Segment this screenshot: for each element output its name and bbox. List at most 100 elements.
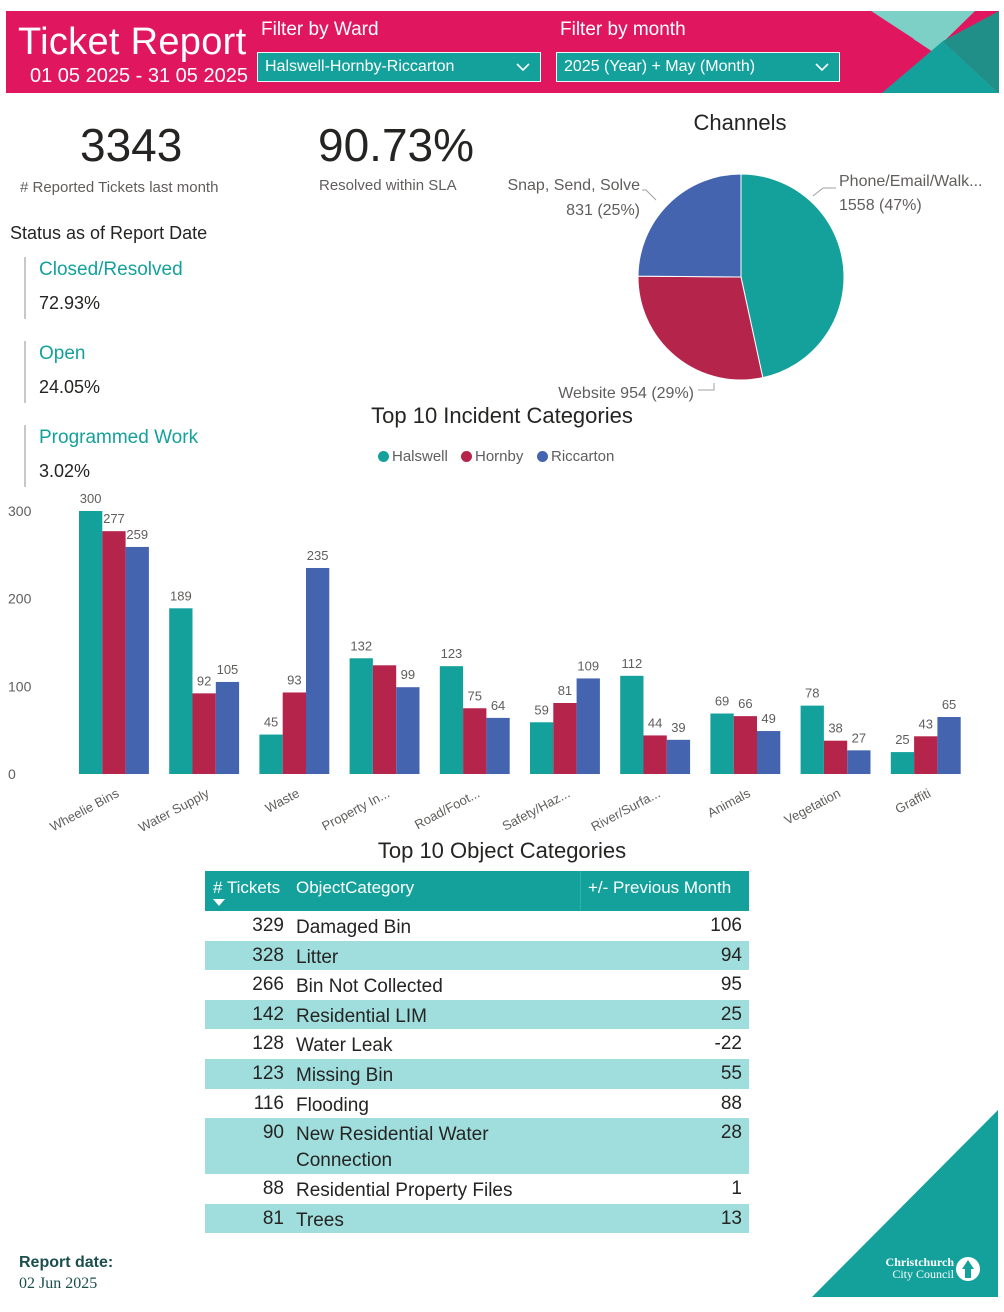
status-value: 72.93% [39,293,101,313]
bar-hornby-4[interactable] [463,708,487,774]
table-row[interactable]: 329 Damaged Bin 106 [205,911,749,941]
x-tick-label: Safety/Haz... [500,785,573,833]
bar-halswell-5[interactable] [530,722,554,774]
table-body: 329 Damaged Bin 106 328 Litter 94 266 Bin Not C… [205,911,749,1234]
bar-hornby-6[interactable] [643,735,667,774]
bar-halswell-9[interactable] [890,752,915,774]
table-row[interactable]: 123 Missing Bin 55 [205,1058,749,1089]
tickets-kpi-value: 3343 [80,119,183,171]
bar-riccarton-8[interactable] [847,750,871,774]
table-row[interactable]: 88 Residential Property Files 1 [205,1174,749,1204]
tickets-kpi-label: # Reported Tickets last month [20,179,219,196]
cell-change: 55 [720,1062,742,1084]
bar-hornby-1[interactable] [192,693,216,774]
table-row[interactable]: 266 Bin Not Collected 95 [205,970,749,1000]
col-header-change[interactable]: +/- Previous Month [588,878,732,897]
bar-data-label: 45 [264,715,278,730]
bar-halswell-3[interactable] [349,658,373,774]
table-row[interactable]: 328 Litter 94 [205,940,749,971]
bar-data-label: 112 [621,656,642,671]
bar-hornby-2[interactable] [282,692,306,774]
col-header-tickets[interactable]: # Tickets [213,878,281,897]
bar-riccarton-5[interactable] [576,678,600,774]
bar-halswell-7[interactable] [710,713,734,774]
x-tick-label: Waste [263,785,302,815]
bar-data-label: 93 [287,672,301,687]
cell-tickets: 81 [262,1207,284,1229]
bar-data-label: 38 [828,721,842,736]
x-tick-label: Road/Foot... [412,785,482,832]
bar-halswell-6[interactable] [620,675,644,774]
legend-hornby[interactable]: Hornby [461,448,523,465]
legend-riccarton[interactable]: Riccarton [537,448,614,465]
bar-riccarton-2[interactable] [306,567,330,774]
legend-dot [378,451,389,462]
bar-halswell-0[interactable] [79,511,103,774]
bar-halswell-2[interactable] [259,734,283,774]
leader-line [642,189,657,201]
cell-tickets: 266 [252,974,284,996]
bar-halswell-1[interactable] [169,608,193,774]
table-row[interactable]: 81 Trees 13 [205,1203,749,1234]
status-heading: Status as of Report Date [10,223,208,243]
legend-halswell[interactable]: Halswell [378,448,448,465]
cell-change: 106 [710,915,742,936]
bar-data-label: 300 [80,491,102,506]
x-tick-label: Animals [705,785,753,820]
table-row[interactable]: 90 New Residential Water Connection 28 [205,1118,749,1175]
bar-data-label: 75 [468,688,482,703]
bar-riccarton-0[interactable] [125,546,149,774]
logo-line2: City Council [892,1267,954,1281]
bar-riccarton-6[interactable] [666,739,691,774]
council-logo: Christchurch City Council [872,1256,954,1280]
x-tick-label: Property In... [319,785,392,833]
channels-pie-chart: Phone/Email/Walk... 1558 (47%) Website 954… [507,173,982,402]
bar-riccarton-4[interactable] [486,717,510,774]
cell-tickets: 90 [262,1122,284,1144]
pie-slice-snap-send-solve[interactable] [637,173,742,278]
pie-slice-website[interactable] [637,275,764,381]
bar-hornby-8[interactable] [823,740,848,774]
y-tick-label: 200 [8,591,32,607]
bar-data-label: 64 [491,698,505,713]
report-date-label: Report date: [19,1254,114,1271]
leader-line [698,383,715,391]
bar-data-label: 259 [126,527,148,542]
bar-hornby-0[interactable] [102,531,126,774]
pie-slice-phone-email-walk-[interactable] [740,173,845,379]
bar-hornby-5[interactable] [553,702,577,774]
pie-label-name: Phone/Email/Walk... [839,173,982,190]
table-row[interactable]: 128 Water Leak -22 [205,1029,749,1059]
col-header-category[interactable]: ObjectCategory [296,878,415,897]
legend-label: Hornby [475,448,524,465]
bar-hornby-7[interactable] [733,716,757,774]
cell-category: Water Leak [296,1035,393,1057]
bar-riccarton-1[interactable] [215,681,240,774]
bar-riccarton-7[interactable] [757,731,781,774]
object-categories-table: # Tickets ObjectCategory +/- Previous Mo… [205,871,749,1234]
y-tick-label: 300 [8,503,32,519]
table-row[interactable]: 142 Residential LIM 25 [205,999,749,1030]
status-closed: Closed/Resolved 72.93% [24,257,246,319]
ward-filter-dropdown[interactable]: Halswell-Hornby-Riccarton [257,52,541,82]
bar-riccarton-9[interactable] [937,717,961,774]
corner-triangle [812,1110,998,1297]
cell-category: Residential Property Files [296,1180,513,1202]
bar-halswell-8[interactable] [800,705,824,774]
bar-hornby-3[interactable] [372,665,397,774]
cell-change: 1 [731,1178,742,1200]
status-programmed: Programmed Work 3.02% [24,425,246,487]
status-label: Open [39,343,86,364]
bar-halswell-4[interactable] [439,666,464,774]
table-row[interactable]: 116 Flooding 88 [205,1089,749,1119]
bar-riccarton-3[interactable] [396,687,420,774]
month-filter-dropdown[interactable]: 2025 (Year) + May (Month) [556,52,840,82]
legend-dot [537,451,548,462]
x-tick-label: Wheelie Bins [47,785,121,834]
cell-category: Flooding [296,1094,369,1116]
status-value: 3.02% [39,461,91,481]
cell-tickets: 116 [253,1092,284,1114]
bar-hornby-9[interactable] [914,736,938,774]
leader-line [812,187,836,197]
